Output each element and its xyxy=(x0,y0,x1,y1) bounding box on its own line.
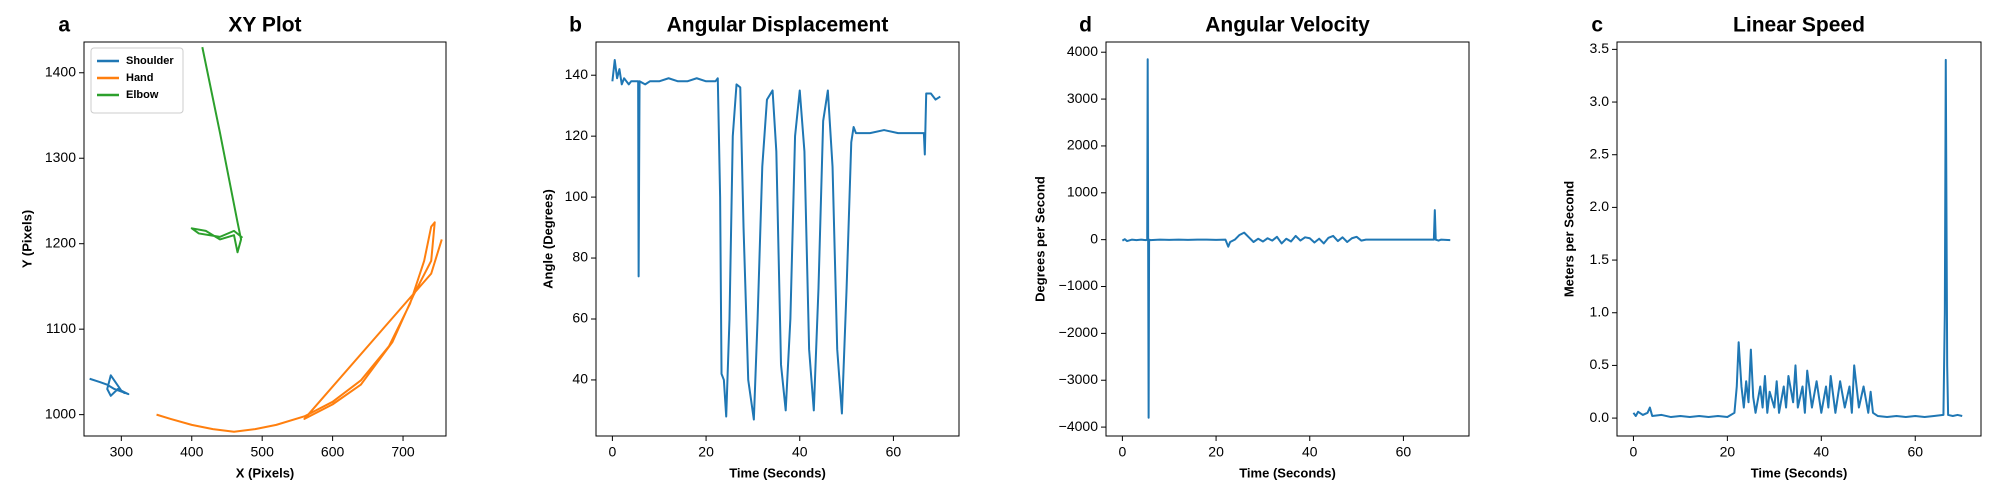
panel-label: b xyxy=(569,14,582,37)
x-tick-label: 20 xyxy=(1720,444,1736,460)
y-tick-label: 3.5 xyxy=(1590,40,1610,56)
y-tick-label: 3000 xyxy=(1067,90,1098,106)
y-tick-label: −1000 xyxy=(1059,277,1099,293)
chart-title: Angular Velocity xyxy=(1205,14,1370,37)
data-line xyxy=(190,46,244,254)
legend-box xyxy=(90,47,184,114)
y-tick-label: −3000 xyxy=(1059,371,1099,387)
y-tick-label: 1000 xyxy=(45,405,76,421)
x-tick-label: 60 xyxy=(1396,444,1412,460)
x-tick-label: 40 xyxy=(792,444,808,460)
panel-label: c xyxy=(1591,14,1603,37)
y-tick-label: 120 xyxy=(565,127,589,143)
panel-label: a xyxy=(58,14,70,37)
data-line xyxy=(156,221,443,433)
y-tick-label: 1000 xyxy=(1067,183,1098,199)
x-axis-label: Time (Seconds) xyxy=(1751,465,1848,480)
y-tick-label: 1.0 xyxy=(1590,303,1610,319)
y-tick-label: 140 xyxy=(565,66,589,82)
y-tick-label: −4000 xyxy=(1059,418,1099,434)
data-line xyxy=(1121,58,1451,419)
y-tick-label: 4000 xyxy=(1067,43,1098,59)
x-tick-label: 700 xyxy=(391,444,415,460)
x-axis-label: Time (Seconds) xyxy=(729,465,826,480)
x-tick-label: 0 xyxy=(608,444,616,460)
y-tick-label: 0.0 xyxy=(1590,409,1610,425)
x-tick-label: 40 xyxy=(1302,444,1318,460)
x-tick-label: 40 xyxy=(1814,444,1830,460)
x-tick-label: 500 xyxy=(251,444,275,460)
y-axis-label: Y (Pixels) xyxy=(19,210,34,268)
x-tick-label: 20 xyxy=(698,444,714,460)
y-tick-label: 2000 xyxy=(1067,137,1098,153)
data-line xyxy=(1632,58,1963,419)
y-tick-label: 2.0 xyxy=(1590,198,1610,214)
y-axis-label: Angle (Degrees) xyxy=(540,189,555,289)
y-tick-label: 2.5 xyxy=(1590,145,1610,161)
axes-frame xyxy=(595,41,960,437)
axes-frame xyxy=(1105,41,1470,437)
x-tick-label: 400 xyxy=(180,444,204,460)
x-tick-label: 600 xyxy=(321,444,345,460)
chart-title: XY Plot xyxy=(228,14,301,37)
x-axis-label: Time (Seconds) xyxy=(1239,465,1336,480)
y-tick-label: 40 xyxy=(572,371,588,387)
chart-title: Linear Speed xyxy=(1733,14,1865,37)
axes-frame xyxy=(1616,41,1982,437)
y-tick-label: 1400 xyxy=(45,63,76,79)
legend-label: Shoulder xyxy=(126,55,174,67)
x-tick-label: 0 xyxy=(1118,444,1126,460)
data-line xyxy=(611,58,941,421)
y-tick-label: 100 xyxy=(565,188,589,204)
x-tick-label: 0 xyxy=(1630,444,1638,460)
y-tick-label: 3.0 xyxy=(1590,93,1610,109)
x-tick-label: 20 xyxy=(1208,444,1224,460)
legend-label: Elbow xyxy=(126,89,159,101)
x-axis-label: X (Pixels) xyxy=(236,465,295,480)
axes-frame xyxy=(83,41,447,437)
y-tick-label: 1.5 xyxy=(1590,251,1610,267)
y-tick-label: 1300 xyxy=(45,149,76,165)
y-tick-label: 1200 xyxy=(45,234,76,250)
chart-title: Angular Displacement xyxy=(667,14,889,37)
y-tick-label: 60 xyxy=(572,310,588,326)
y-axis-label: Meters per Second xyxy=(1561,181,1576,297)
x-tick-label: 60 xyxy=(886,444,902,460)
y-tick-label: 1100 xyxy=(46,320,76,336)
x-tick-label: 300 xyxy=(110,444,134,460)
legend-label: Hand xyxy=(126,72,154,84)
y-tick-label: 80 xyxy=(572,249,588,265)
y-axis-label: Degrees per Second xyxy=(1032,176,1047,302)
y-tick-label: 0.5 xyxy=(1590,356,1610,372)
panel-label: d xyxy=(1079,14,1092,37)
x-tick-label: 60 xyxy=(1907,444,1923,460)
y-tick-label: 0 xyxy=(1090,230,1098,246)
y-tick-label: −2000 xyxy=(1059,324,1099,340)
data-line xyxy=(89,374,130,397)
